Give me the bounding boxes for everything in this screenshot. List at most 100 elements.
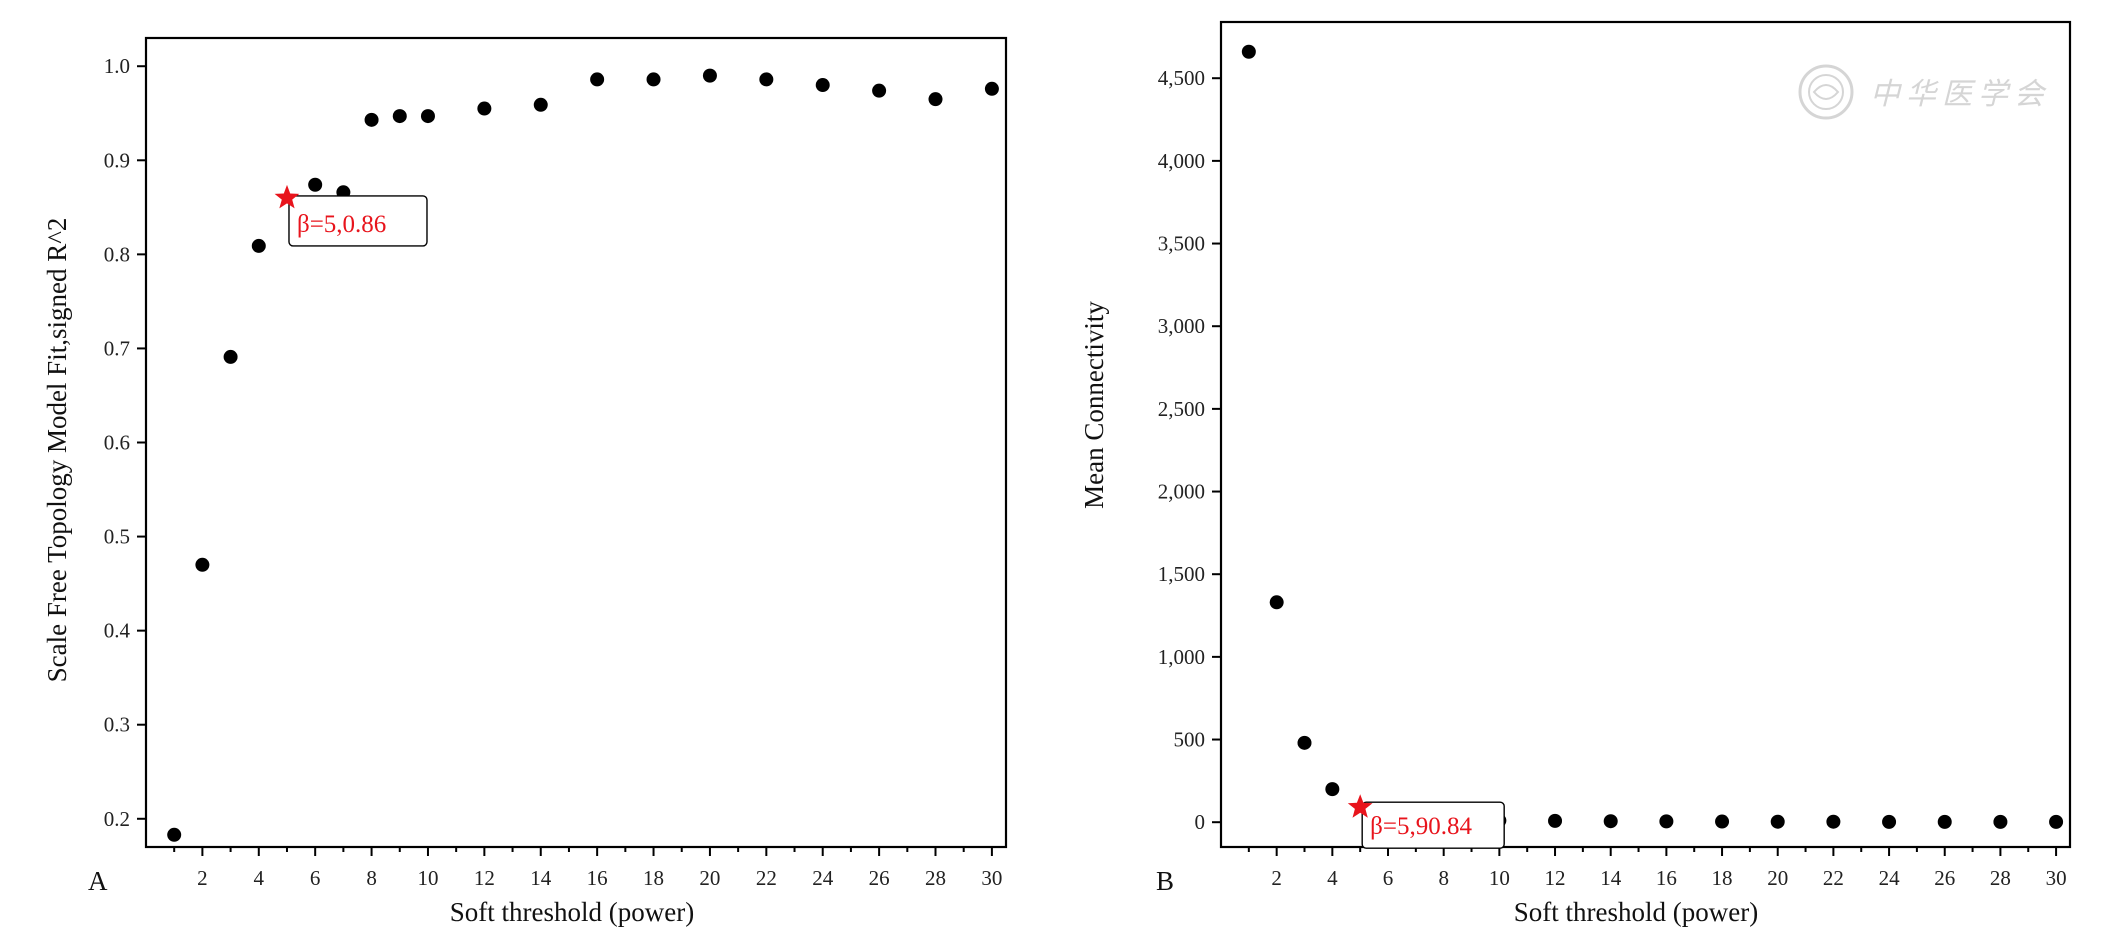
panel-a-data-point xyxy=(702,68,717,83)
panel-a-chart: 2 4 6 8 10 12 14 16 18 20 22 24 26 28 300.20.30.40.50.… xyxy=(42,36,1008,927)
panel-b-x-tick-label: 12 xyxy=(1545,866,1566,890)
panel-b-data-point xyxy=(1548,813,1563,828)
panel-b-x-tick-label: 8 xyxy=(1438,866,1449,890)
panel-a-y-tick-label: 0.3 xyxy=(104,713,130,737)
panel-b-y-tick-label: 2,500 xyxy=(1158,397,1205,421)
panel-a-x-tick-label: 8 xyxy=(366,866,377,890)
panel-a-annotation-label: β=5,0.86 xyxy=(297,211,386,238)
panel-a-x-tick-label: 12 xyxy=(474,866,495,890)
panel-b-x-tick-label: 26 xyxy=(1934,866,1955,890)
panel-b-x-tick-label: 4 xyxy=(1327,866,1338,890)
panel-b-data-point xyxy=(1241,44,1256,59)
panel-a-data-point xyxy=(167,827,182,842)
panel-b-y-tick-label: 4,500 xyxy=(1158,66,1205,90)
panel-b-y-tick-label: 1,000 xyxy=(1158,645,1205,669)
panel-a-x-tick-label: 16 xyxy=(587,866,608,890)
panel-a-y-tick-label: 0.7 xyxy=(104,336,130,360)
panel-a-x-tick-label: 22 xyxy=(756,866,777,890)
panel-a-x-tick-label: 30 xyxy=(981,866,1002,890)
panel-b-x-axis-title: Soft threshold (power) xyxy=(1514,897,1758,927)
panel-a-data-point xyxy=(251,238,266,253)
panel-a-x-tick-label: 4 xyxy=(254,866,265,890)
panel-b-data-point xyxy=(1826,814,1841,829)
panel-a-x-tick-label: 18 xyxy=(643,866,664,890)
panel-b-data-point xyxy=(1770,814,1785,829)
panel-b-data-point xyxy=(1993,814,2008,829)
panel-a-data-point xyxy=(872,83,887,98)
panel-a-y-tick-label: 0.9 xyxy=(104,148,130,172)
panel-b-x-tick-label: 20 xyxy=(1767,866,1788,890)
panel-b-x-tick-label: 28 xyxy=(1990,866,2011,890)
panel-a-data-point xyxy=(223,349,238,364)
panel-a-y-tick-label: 0.8 xyxy=(104,242,130,266)
panel-a-y-tick-label: 1.0 xyxy=(104,54,130,78)
panel-a-data-point xyxy=(420,109,435,124)
panel-b-data-point xyxy=(1603,814,1618,829)
panel-b-annotation-box xyxy=(1361,801,1505,849)
panel-b-y-tick-label: 4,000 xyxy=(1158,149,1205,173)
panel-a-y-tick-label: 0.4 xyxy=(104,619,131,643)
panel-a-x-tick-label: 24 xyxy=(812,866,834,890)
panel-a-data-point xyxy=(533,97,548,112)
panel-b-x-tick-label: 18 xyxy=(1712,866,1733,890)
panel-a-data-point xyxy=(477,101,492,116)
panel-a-x-axis-title: Soft threshold (power) xyxy=(450,897,694,927)
watermark-text: 中华医学会 xyxy=(1870,77,2050,112)
panel-b-annotation-label: β=5,90.84 xyxy=(1370,813,1472,840)
panel-b-x-tick-label: 14 xyxy=(1600,866,1622,890)
panel-b-label: B xyxy=(1156,866,1174,896)
panel-a-x-tick-label: 28 xyxy=(925,866,946,890)
panel-a-axis-frame xyxy=(144,36,1008,849)
panel-a-label: A xyxy=(88,866,108,896)
panel-a-x-tick-label: 20 xyxy=(699,866,720,890)
panel-a-x-tick-label: 2 xyxy=(197,866,208,890)
panel-a-y-axis-title: Scale Free Topology Model Fit,signed R^2 xyxy=(42,218,72,683)
panel-a-y-tick-label: 0.6 xyxy=(104,431,130,455)
panel-a-data-point xyxy=(928,92,943,107)
panel-b-x-tick-label: 24 xyxy=(1879,866,1901,890)
panel-b-data-point xyxy=(1715,814,1730,829)
panel-a-data-point xyxy=(646,72,661,87)
panel-a-data-point xyxy=(759,72,774,87)
panel-a-x-tick-label: 10 xyxy=(417,866,438,890)
panel-b-y-tick-label: 3,500 xyxy=(1158,232,1205,256)
panel-b-x-tick-label: 10 xyxy=(1489,866,1510,890)
panel-b-y-tick-label: 2,000 xyxy=(1158,480,1205,504)
panel-a-annotation-box xyxy=(288,195,428,247)
panel-a-x-tick-label: 6 xyxy=(310,866,321,890)
panel-b-x-tick-label: 22 xyxy=(1823,866,1844,890)
panel-b-highlight-star-icon xyxy=(1347,794,1373,818)
panel-b-x-tick-label: 6 xyxy=(1383,866,1394,890)
watermark: 中华医学会 xyxy=(1798,64,2050,120)
panel-b-y-tick-label: 3,000 xyxy=(1158,314,1205,338)
panel-b-y-axis-title: Mean Connectivity xyxy=(1079,301,1109,509)
panel-a-data-point xyxy=(195,557,210,572)
panel-b-y-tick-label: 500 xyxy=(1174,728,1206,752)
panel-a-data-point xyxy=(392,109,407,124)
panel-b-data-point xyxy=(2049,814,2064,829)
panel-a-y-tick-label: 0.5 xyxy=(104,525,130,549)
panel-b-y-tick-label: 1,500 xyxy=(1158,562,1205,586)
panel-b-data-point xyxy=(1937,814,1952,829)
panel-b-data-point xyxy=(1659,814,1674,829)
panel-b-x-tick-label: 2 xyxy=(1271,866,1282,890)
panel-a-x-tick-label: 14 xyxy=(530,866,552,890)
panel-b-x-tick-label: 16 xyxy=(1656,866,1677,890)
panel-b-data-point xyxy=(1297,735,1312,750)
panel-a-x-tick-label: 26 xyxy=(869,866,890,890)
panel-b-x-tick-label: 30 xyxy=(2046,866,2067,890)
panel-b-y-tick-label: 0 xyxy=(1195,810,1206,834)
panel-a-data-point xyxy=(308,177,323,192)
panel-a-data-point xyxy=(364,112,379,127)
panel-a-highlight-star-icon xyxy=(274,184,300,209)
panel-b-data-point xyxy=(1269,595,1284,610)
panel-b-plot-area: 2 4 6 8 10 12 14 16 18 20 22 24 26 28 3005001,0001,500… xyxy=(1158,20,2072,890)
panel-b-data-point xyxy=(1882,814,1897,829)
panel-b-chart: 2 4 6 8 10 12 14 16 18 20 22 24 26 28 3005001,0001,500… xyxy=(1079,20,2072,927)
panel-a-data-point xyxy=(984,81,999,96)
panel-a-data-point xyxy=(590,72,605,87)
panel-b-axis-frame xyxy=(1219,20,2072,849)
panel-a-plot-area: 2 4 6 8 10 12 14 16 18 20 22 24 26 28 300.20.30.40.50.… xyxy=(104,36,1008,890)
panel-a-data-point xyxy=(815,78,830,93)
